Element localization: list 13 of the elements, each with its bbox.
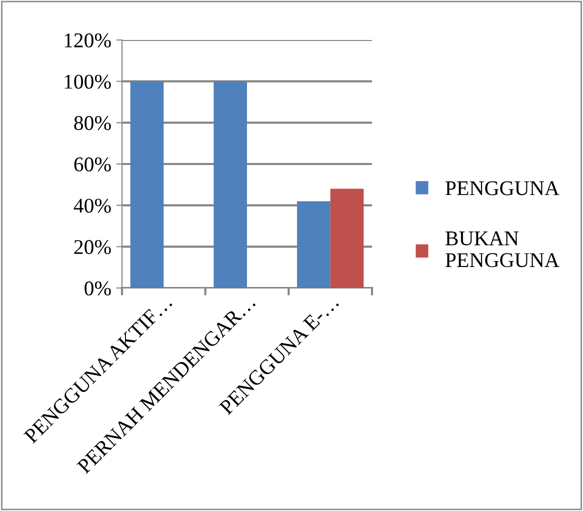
bar: [214, 81, 247, 288]
legend-label: PENGGUNA: [446, 181, 560, 196]
bar: [297, 201, 330, 288]
y-tick-label: 40%: [74, 198, 111, 213]
legend-label: BUKAN PENGGUNA: [446, 231, 560, 268]
y-tick-label: 80%: [74, 116, 111, 130]
bar: [130, 81, 164, 288]
y-tick-label: 100%: [64, 74, 111, 89]
bar: [330, 188, 364, 288]
y-tick-label: 0%: [84, 281, 111, 296]
y-tick-label: 60%: [74, 157, 111, 172]
y-tick-label: 20%: [74, 240, 111, 254]
y-tick-label: 120%: [64, 33, 111, 48]
